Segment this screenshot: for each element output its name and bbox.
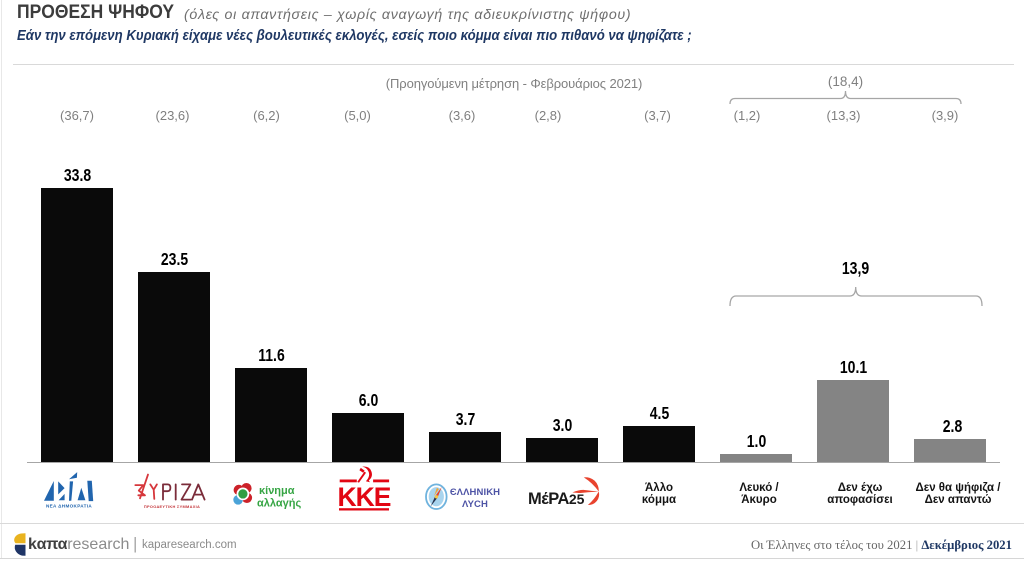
svg-text:αλλαγής: αλλαγής (257, 498, 301, 510)
svg-text:κίνημα: κίνημα (259, 485, 295, 497)
svg-text:ΝΕΑ ΔΗΜΟΚΡΑΤΙΑ: ΝΕΑ ΔΗΜΟΚΡΑΤΙΑ (46, 504, 92, 509)
svg-text:ΠΡΟΟΔΕΥΤΙΚΗ ΣΥΜΜΑΧΙΑ: ΠΡΟΟΔΕΥΤΙΚΗ ΣΥΜΜΑΧΙΑ (144, 504, 200, 509)
svg-text:ΚΚΕ: ΚΚΕ (338, 482, 391, 512)
